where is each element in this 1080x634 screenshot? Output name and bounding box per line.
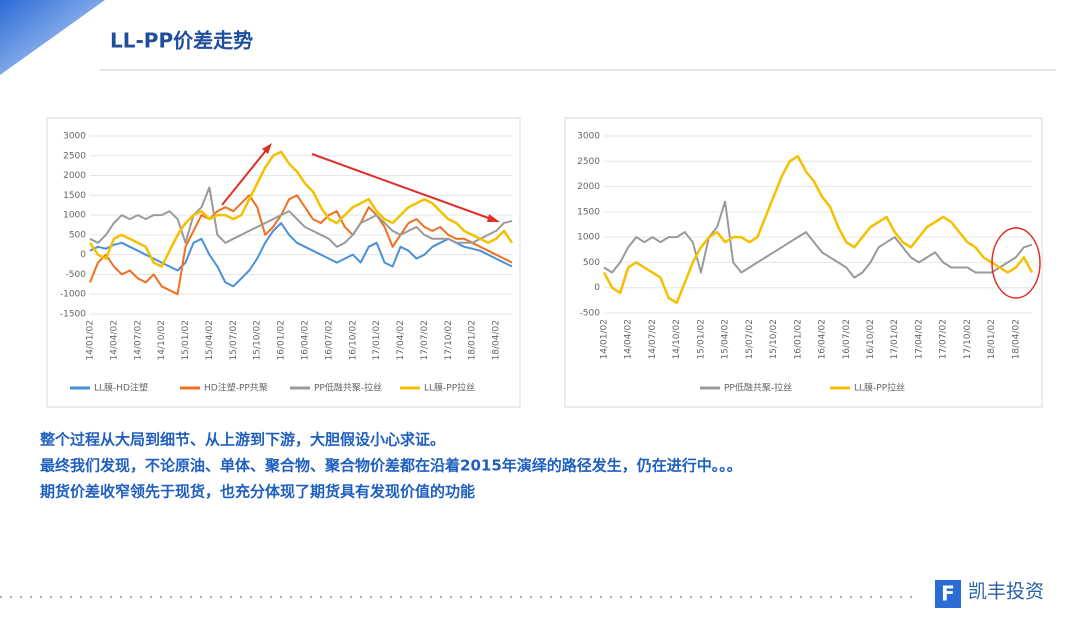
x-tick-label: 15/07/02 xyxy=(229,320,239,360)
x-tick-label: 16/10/02 xyxy=(348,320,358,360)
corner-decoration xyxy=(0,0,105,75)
x-tick-label: 18/01/02 xyxy=(987,319,997,359)
annotations xyxy=(221,143,1041,299)
x-tick-label: 17/10/02 xyxy=(444,320,454,360)
x-tick-label: 17/07/02 xyxy=(939,319,949,359)
y-tick-label: -1000 xyxy=(60,290,86,300)
x-tick-label: 16/07/02 xyxy=(324,320,334,360)
legend-label: LL膜-PP拉丝 xyxy=(854,382,905,394)
x-tick-label: 16/01/02 xyxy=(793,319,803,359)
body-text: 整个过程从大局到细节、从上游到下游，大胆假设小心求证。 xyxy=(40,431,445,449)
y-tick-label: 1500 xyxy=(577,207,600,217)
chart-frame xyxy=(564,117,1043,408)
y-tick-label: 2000 xyxy=(577,182,600,192)
series-line xyxy=(603,200,1033,279)
highlight-circle xyxy=(991,227,1041,299)
x-tick-label: 14/07/02 xyxy=(133,320,143,360)
legend-label: PP低融共聚-拉丝 xyxy=(724,382,792,394)
x-tick-label: 14/04/02 xyxy=(624,319,634,359)
arrow-head xyxy=(262,143,272,154)
x-tick-label: 15/04/02 xyxy=(721,319,731,359)
series-line xyxy=(89,194,513,296)
y-tick-label: 500 xyxy=(69,230,86,240)
charts: -1500 -1000 -500 0 500 1000 1500 2000 2500 3000 14… xyxy=(60,132,1034,394)
logo-icon xyxy=(935,580,961,608)
x-tick-label: 17/04/02 xyxy=(914,319,924,359)
x-tick-label: 16/04/02 xyxy=(818,319,828,359)
series-line xyxy=(602,154,1034,305)
logo-name: 凯丰投资 xyxy=(968,581,1044,603)
x-tick-label: 14/01/02 xyxy=(600,319,610,359)
x-tick-label: 16/04/02 xyxy=(300,320,310,360)
body-text: 期货价差收窄领先于现货，也充分体现了期货具有发现价值的功能 xyxy=(40,483,475,501)
x-tick-label: 15/07/02 xyxy=(745,319,755,359)
x-tick-label: 18/04/02 xyxy=(492,320,502,360)
x-tick-label: 15/10/02 xyxy=(253,320,263,360)
y-tick-label: -1500 xyxy=(60,310,86,320)
x-tick-label: 16/01/02 xyxy=(277,320,287,360)
logo: F 凯丰投资 xyxy=(935,580,1044,608)
x-tick-label: 15/01/02 xyxy=(181,320,191,360)
y-tick-label: 3000 xyxy=(63,132,86,142)
y-tick-label: -500 xyxy=(580,309,601,319)
y-tick-label: 2500 xyxy=(577,157,600,167)
y-tick-label: 2000 xyxy=(63,171,86,181)
x-tick-label: 15/10/02 xyxy=(769,319,779,359)
y-tick-label: 1000 xyxy=(577,233,600,243)
arrow xyxy=(221,147,269,206)
body-text: 最终我们发现，不论原油、单体、聚合物、聚合物价差都在沿着2015年演绎的路径发生… xyxy=(40,457,742,475)
x-tick-label: 14/10/02 xyxy=(672,319,682,359)
x-tick-label: 17/04/02 xyxy=(396,320,406,360)
x-tick-label: 18/04/02 xyxy=(1011,319,1021,359)
x-tick-label: 18/01/02 xyxy=(468,320,478,360)
y-tick-label: 0 xyxy=(80,250,86,260)
legend-label: HD注塑-PP共聚 xyxy=(204,382,268,394)
x-tick-label: 17/10/02 xyxy=(963,319,973,359)
y-tick-label: 1000 xyxy=(63,211,86,221)
series-line xyxy=(89,222,513,288)
chart-frame xyxy=(46,117,521,408)
x-tick-label: 16/10/02 xyxy=(866,319,876,359)
x-tick-label: 14/04/02 xyxy=(109,320,119,360)
legend-label: PP低融共聚-拉丝 xyxy=(314,382,382,394)
x-tick-label: 15/04/02 xyxy=(205,320,215,360)
series-line xyxy=(88,150,514,268)
y-tick-label: 1500 xyxy=(63,191,86,201)
series-line xyxy=(89,186,513,248)
arrow-head xyxy=(487,214,500,222)
logo-mark: F xyxy=(941,582,955,606)
y-tick-label: 3000 xyxy=(577,132,600,142)
x-tick-label: 17/01/02 xyxy=(890,319,900,359)
x-tick-label: 15/01/02 xyxy=(696,319,706,359)
x-tick-label: 17/07/02 xyxy=(420,320,430,360)
y-tick-label: 0 xyxy=(594,283,600,293)
x-tick-label: 16/07/02 xyxy=(842,319,852,359)
x-tick-label: 14/10/02 xyxy=(157,320,167,360)
legend-label: LL膜-PP拉丝 xyxy=(424,382,475,394)
arrow xyxy=(311,153,495,221)
x-tick-label: 14/07/02 xyxy=(648,319,658,359)
x-tick-label: 17/01/02 xyxy=(372,320,382,360)
y-tick-label: -500 xyxy=(66,270,87,280)
slide-title: LL-PP价差走势 xyxy=(110,29,253,53)
y-tick-label: 2500 xyxy=(63,151,86,161)
legend-label: LL膜-HD注塑 xyxy=(94,382,148,394)
y-tick-label: 500 xyxy=(583,258,600,268)
x-tick-label: 14/01/02 xyxy=(86,320,96,360)
